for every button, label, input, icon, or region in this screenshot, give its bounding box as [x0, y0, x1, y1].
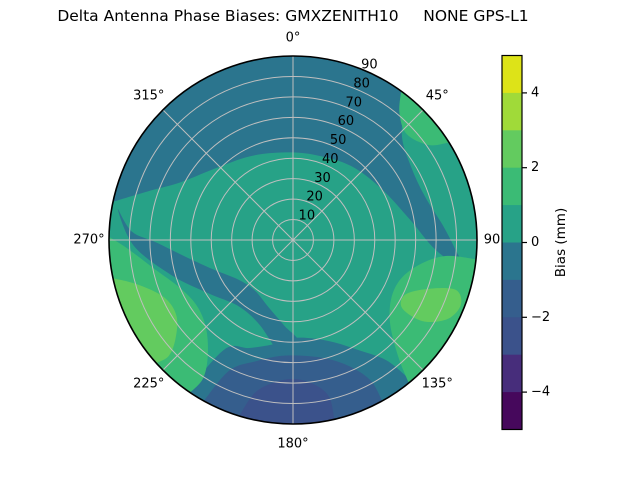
colorbar-band-1-2: [502, 167, 522, 206]
colorbar-tick-label--4: −4: [531, 385, 550, 400]
contour-region-southwest-lightgreen: [113, 278, 178, 364]
radial-tick-label-40: 40: [322, 152, 339, 167]
contour-region-northeast-green-sliver: [399, 91, 450, 146]
colorbar-band-4-5: [502, 55, 522, 94]
colorbar-band-3-4: [502, 92, 522, 131]
radial-tick-label-50: 50: [330, 133, 347, 148]
colorbar-band-0-1: [502, 205, 522, 243]
grid-spoke-135: [292, 239, 424, 371]
colorbar-band--5--4: [502, 392, 522, 430]
radial-tick-label-70: 70: [345, 95, 362, 110]
angular-tick-label-180: 180°: [277, 437, 308, 452]
colorbar-band--2--1: [502, 279, 522, 318]
colorbar-tick-label-2: 2: [531, 160, 539, 175]
angular-tick-label-45: 45°: [426, 88, 449, 103]
colorbar-band--4--3: [502, 354, 522, 393]
angular-tick-label-90: 90: [484, 233, 501, 248]
colorbar: 4 2 0 −2 −4 Bias (mm): [501, 54, 569, 431]
colorbar-tick-label-4: 4: [531, 85, 539, 100]
angular-tick-label-270: 270°: [73, 233, 104, 248]
grid-spoke-45: [292, 109, 424, 241]
grid-spoke-315: [162, 109, 294, 241]
contour-region-southwest-arm: [117, 208, 301, 388]
radial-tick-label-20: 20: [306, 190, 323, 205]
colorbar-axis-label: Bias (mm): [553, 208, 569, 277]
figure-title: Delta Antenna Phase Biases: GMXZENITH10 …: [57, 7, 529, 25]
angular-tick-label-135: 135°: [422, 377, 453, 392]
contour-region-south-blue-core: [239, 378, 335, 424]
colorbar-tick-label-0: 0: [531, 235, 539, 250]
radial-tick-label-60: 60: [338, 114, 355, 129]
colorbar-band--1-0: [502, 242, 522, 281]
angular-tick-label-225: 225°: [133, 377, 164, 392]
colorbar-band--3--2: [502, 317, 522, 356]
radial-tick-label-30: 30: [314, 171, 331, 186]
colorbar-band-2-3: [502, 130, 522, 169]
radial-tick-label-90: 90: [361, 58, 378, 73]
polar-grid: [109, 56, 477, 424]
grid-spoke-225: [162, 239, 294, 371]
radial-tick-label-10: 10: [299, 209, 316, 224]
angular-tick-label-0: 0°: [286, 31, 301, 46]
colorbar-tick-label--2: −2: [531, 310, 550, 325]
radial-tick-label-80: 80: [353, 76, 370, 91]
plot-outline: [108, 55, 478, 425]
contour-region-north-cap: [113, 56, 468, 271]
angular-tick-label-315: 315°: [133, 88, 164, 103]
